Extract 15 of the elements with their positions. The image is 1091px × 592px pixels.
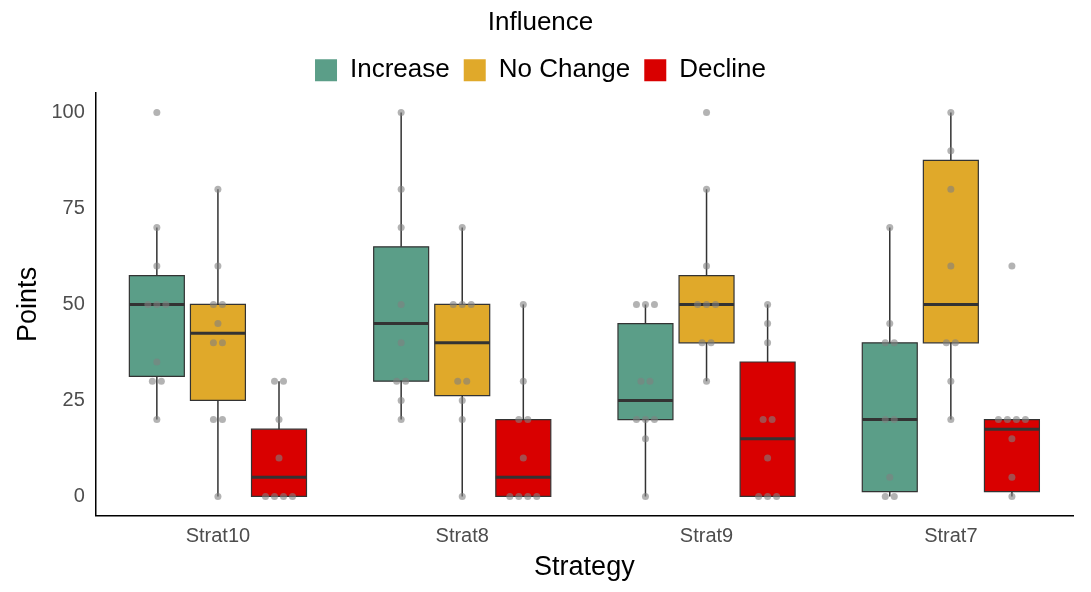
x-tick-label: Strat8 (435, 524, 489, 547)
x-axis-title: Strategy (534, 551, 636, 582)
y-tick-label: 25 (62, 387, 85, 410)
legend-label: Increase (350, 53, 450, 84)
x-tick-label: Strat9 (679, 524, 734, 547)
x-tick-label: Strat10 (185, 524, 251, 547)
y-tick-label: 75 (62, 195, 85, 218)
y-tick-label: 50 (62, 291, 85, 314)
legend-label: No Change (498, 53, 631, 84)
y-axis-title: Points (11, 266, 42, 342)
legend-label: Decline (679, 53, 766, 84)
y-tick-label: 0 (73, 483, 85, 506)
y-tick-label: 100 (51, 99, 85, 122)
legend-title: Influence (487, 6, 594, 37)
x-tick-label: Strat7 (924, 524, 978, 547)
